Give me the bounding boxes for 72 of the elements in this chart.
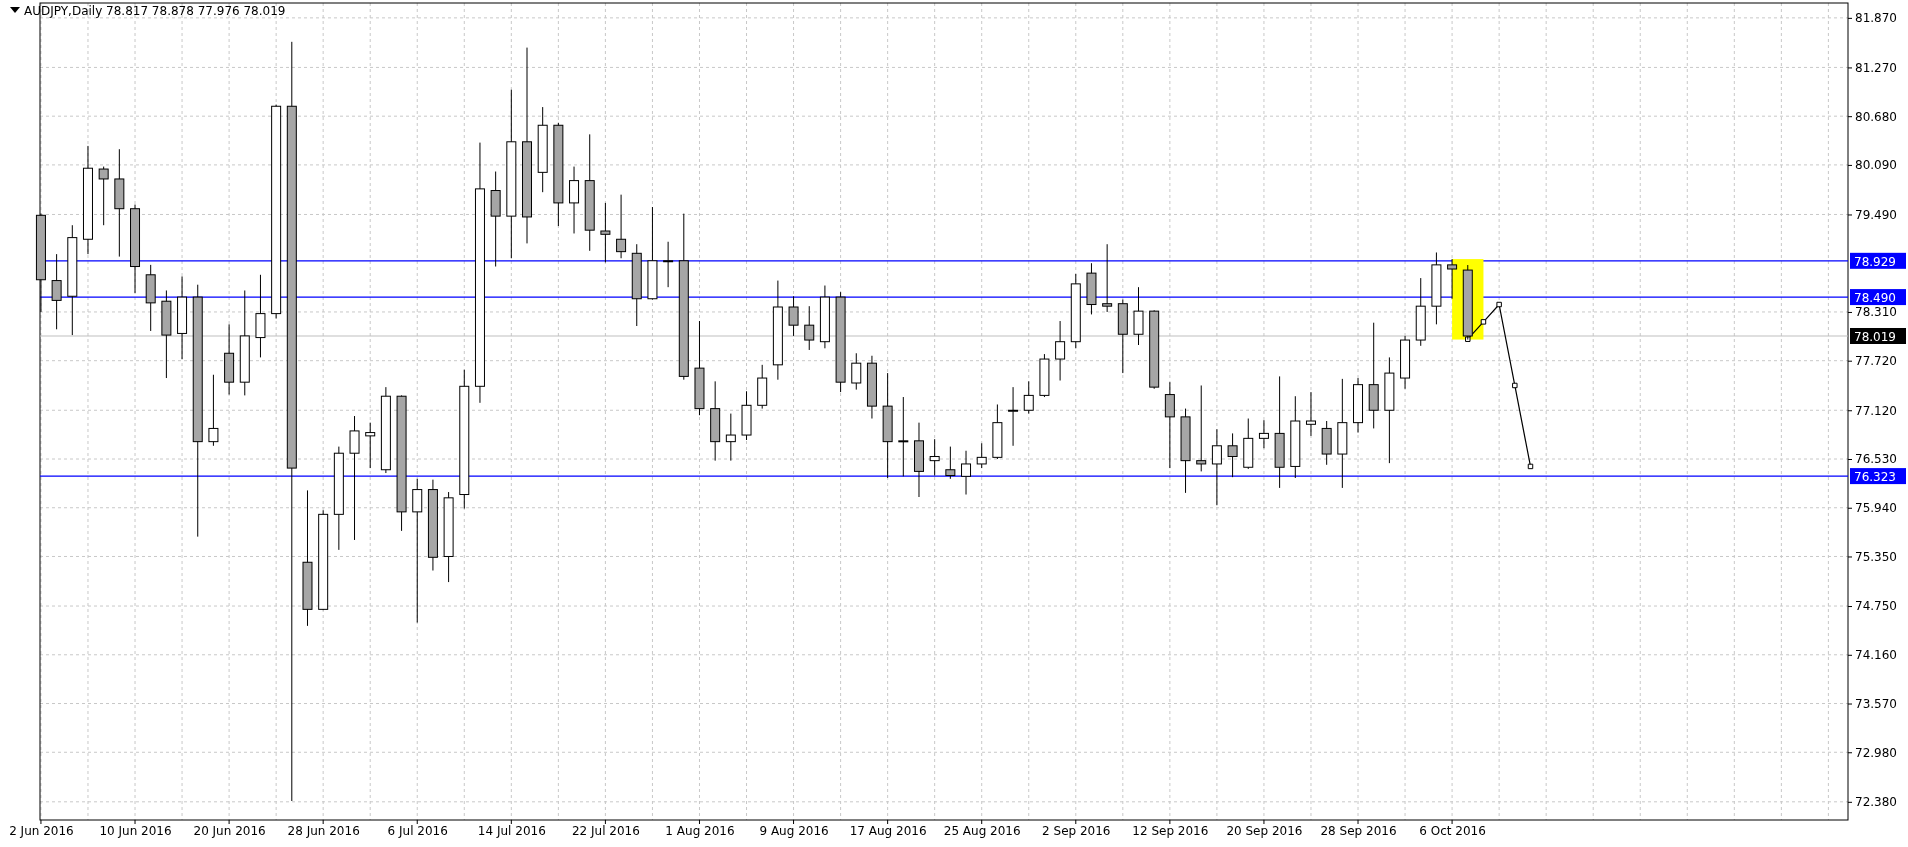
candlestick	[1102, 243, 1113, 313]
y-tick-label: 76.530	[1855, 452, 1897, 467]
ref-line-label: 78.019	[1854, 330, 1896, 344]
x-tick-label: 14 Jul 2016	[477, 824, 546, 838]
x-tick-label: 9 Aug 2016	[759, 824, 829, 838]
x-tick-label: 10 Jun 2016	[99, 824, 172, 838]
candlestick	[1055, 320, 1066, 382]
candlestick	[788, 295, 799, 337]
candlestick	[945, 446, 956, 480]
candlestick	[725, 413, 736, 462]
ref-line-label: 78.490	[1854, 291, 1896, 306]
point	[1512, 382, 1518, 389]
candlestick	[663, 241, 674, 288]
y-tick-label: 81.270	[1855, 60, 1897, 75]
candlestick	[208, 374, 219, 447]
y-tick-label: 72.980	[1855, 745, 1897, 760]
candlestick	[1196, 384, 1207, 472]
chart-title: AUDJPY,Daily 78.817 78.878 77.976 78.019	[24, 4, 286, 18]
candlestick	[600, 202, 611, 263]
y-tick-label: 81.870	[1855, 11, 1897, 26]
candlestick	[51, 253, 62, 330]
candlestick	[961, 450, 972, 496]
point	[1480, 319, 1487, 325]
y-tick-label: 80.090	[1855, 158, 1897, 173]
y-tick-label: 72.380	[1855, 795, 1897, 810]
candlestick	[1008, 386, 1019, 447]
y-tick-label: 78.310	[1855, 305, 1897, 320]
x-tick-label: 6 Jul 2016	[387, 824, 448, 838]
candlestick	[255, 274, 266, 358]
y-tick-label: 80.680	[1855, 109, 1897, 124]
y-tick-label: 74.750	[1855, 599, 1897, 614]
candlestick	[569, 166, 580, 234]
candlestick	[1447, 258, 1458, 300]
x-tick-label: 22 Jul 2016	[571, 824, 640, 838]
candlestick	[365, 422, 376, 469]
x-tick-label: 17 Aug 2016	[849, 824, 927, 838]
y-tick-label: 77.720	[1855, 354, 1897, 369]
x-tick-label: 28 Sep 2016	[1320, 824, 1397, 838]
candlestick	[804, 305, 815, 351]
x-tick-label: 25 Aug 2016	[943, 824, 1021, 838]
ref-line-label: 76.323	[1854, 470, 1896, 485]
candlestick	[976, 442, 987, 469]
y-tick-label: 79.490	[1855, 207, 1897, 222]
y-tick-label: 75.940	[1855, 501, 1897, 516]
candlestick	[898, 396, 909, 477]
x-tick-label: 2 Jun 2016	[9, 824, 74, 838]
candlestick	[929, 438, 940, 477]
x-tick-label: 12 Sep 2016	[1132, 824, 1209, 838]
y-tick-label: 74.160	[1855, 648, 1897, 663]
y-tick-label: 73.570	[1855, 696, 1897, 711]
candlestick	[412, 478, 423, 624]
candlestick	[1023, 380, 1034, 415]
x-tick-label: 1 Aug 2016	[665, 824, 735, 838]
candlestick	[1133, 286, 1144, 346]
x-tick-label: 20 Jun 2016	[193, 824, 266, 838]
candlestick	[1305, 391, 1316, 437]
candlestick	[1258, 419, 1269, 449]
candlestick	[349, 415, 360, 541]
candlestick	[851, 352, 862, 391]
candlestick	[1227, 432, 1238, 478]
candlestick	[98, 166, 109, 226]
point	[1496, 301, 1502, 308]
candlestick	[1211, 428, 1222, 506]
candlestick	[1164, 381, 1175, 469]
x-tick-label: 2 Sep 2016	[1042, 824, 1111, 838]
ref-line-label: 78.929	[1854, 254, 1896, 269]
y-tick-label: 75.350	[1855, 549, 1897, 564]
x-tick-label: 28 Jun 2016	[287, 824, 360, 838]
x-tick-label: 6 Oct 2016	[1419, 824, 1486, 838]
y-tick-label: 77.120	[1855, 403, 1897, 418]
candlestick	[616, 194, 627, 259]
x-tick-label: 20 Sep 2016	[1226, 824, 1303, 838]
